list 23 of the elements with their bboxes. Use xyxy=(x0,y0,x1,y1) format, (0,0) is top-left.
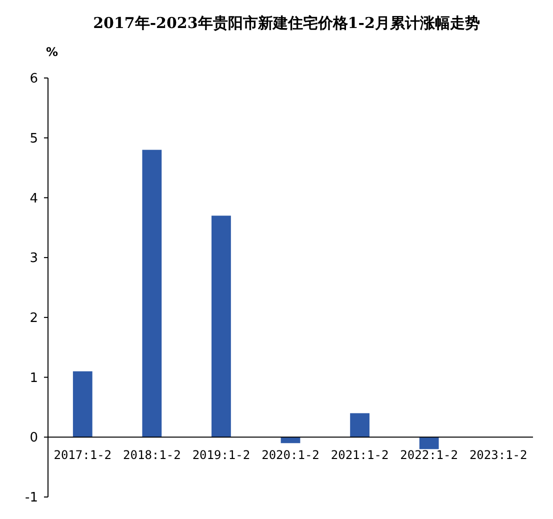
y-tick-label: 3 xyxy=(30,251,38,266)
chart-title: 2017年-2023年贵阳市新建住宅价格1-2月累计涨幅走势 xyxy=(93,14,480,32)
x-tick-label: 2017:1-2 xyxy=(54,448,112,462)
y-tick-label: 2 xyxy=(30,310,38,326)
x-tick-label: 2018:1-2 xyxy=(123,448,181,462)
y-tick-label: 0 xyxy=(30,430,38,446)
y-tick-label: 6 xyxy=(30,72,38,87)
bar xyxy=(212,216,231,438)
y-axis-title: % xyxy=(46,45,58,59)
x-tick-label: 2022:1-2 xyxy=(400,448,458,462)
bar xyxy=(419,437,439,450)
bar xyxy=(142,150,162,438)
y-tick-label: 5 xyxy=(30,131,38,146)
x-tick-label: 2019:1-2 xyxy=(192,448,250,462)
x-tick-label: 2023:1-2 xyxy=(469,448,528,462)
bar xyxy=(280,437,300,444)
bar xyxy=(72,371,92,438)
y-tick-label: 4 xyxy=(30,191,38,206)
y-tick-label: 1 xyxy=(30,370,38,386)
x-tick-label: 2021:1-2 xyxy=(330,448,389,462)
y-tick-label: -1 xyxy=(25,490,38,506)
x-tick-label: 2020:1-2 xyxy=(262,448,320,462)
bar xyxy=(350,413,370,438)
